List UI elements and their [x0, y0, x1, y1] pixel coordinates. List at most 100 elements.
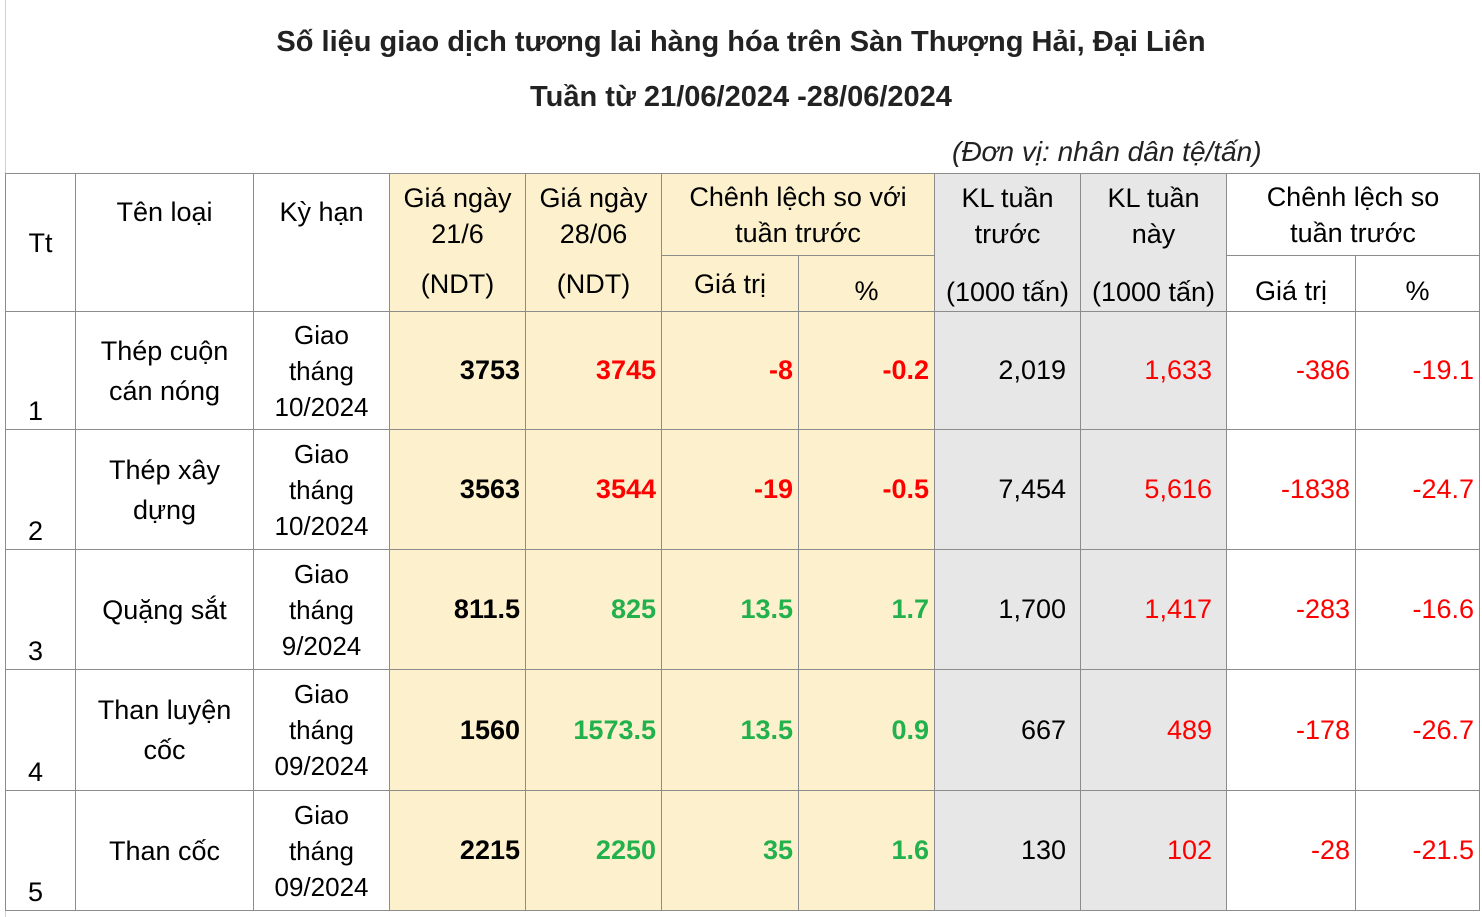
header-pct: %: [798, 255, 935, 312]
row-gia-2806: 2250: [525, 790, 662, 911]
header-gia-2806-unit: (NDT): [556, 269, 631, 299]
row-chenh-pct: 1.7: [798, 549, 935, 670]
row-ky-han-line3: 10/2024: [274, 510, 369, 541]
header-kl-truoc-unit: (1000 tấn): [945, 277, 1070, 307]
header-tt: Tt: [5, 173, 76, 312]
header-pct-kl: %: [1355, 255, 1480, 312]
row-gia-2806: 1573.5: [525, 669, 662, 791]
header-kl-nay-line1: KL tuần: [1107, 183, 1200, 213]
table-row: 1 Thép cuộn cán nóng Giao tháng 10/2024 …: [5, 311, 1480, 430]
row-ky-han-line1: Giao: [294, 679, 349, 709]
row-ky-han-line3: 09/2024: [274, 871, 369, 902]
row-tt: 5: [5, 790, 76, 911]
row-ky-han-line2: tháng: [288, 474, 355, 505]
row-gia-2806: 825: [525, 549, 662, 670]
row-chenh-kl-pct: -24.7: [1355, 429, 1480, 550]
row-chenh-kl: -28: [1226, 790, 1356, 911]
row-chenh-pct: -0.5: [798, 429, 935, 550]
row-kl-truoc: 2,019: [934, 311, 1081, 430]
header-gia-tri: Giá trị: [661, 255, 799, 312]
row-chenh-pct: 0.9: [798, 669, 935, 791]
row-chenh-pct: 1.6: [798, 790, 935, 911]
row-ky-han: Giao tháng 9/2024: [253, 549, 390, 670]
row-chenh-kl: -386: [1226, 311, 1356, 430]
row-ky-han-line1: Giao: [294, 799, 349, 830]
row-ky-han-line2: tháng: [288, 355, 355, 386]
header-ten-loai-text: Tên loại: [116, 197, 213, 227]
row-chenh-gia: -19: [661, 429, 799, 550]
row-ky-han: Giao tháng 10/2024: [253, 429, 390, 550]
row-name-line1: Quặng sắt: [102, 594, 227, 625]
header-chenh-lech-kl-line1: Chênh lệch so: [1266, 181, 1440, 212]
row-chenh-gia: -8: [661, 311, 799, 430]
row-ky-han: Giao tháng 10/2024: [253, 311, 390, 430]
table-row: 4 Than luyện cốc Giao tháng 09/2024 1560…: [5, 669, 1480, 791]
row-gia-2106: 811.5: [389, 549, 526, 670]
row-kl-nay: 5,616: [1080, 429, 1227, 550]
row-name-line2: dựng: [132, 494, 197, 525]
header-kl-nay-unit: (1000 tấn): [1091, 277, 1216, 307]
row-chenh-kl: -1838: [1226, 429, 1356, 550]
row-tt: 1: [5, 311, 76, 430]
header-kl-truoc-line2: trước: [974, 219, 1041, 249]
row-kl-nay: 1,417: [1080, 549, 1227, 670]
row-name-line2: cốc: [143, 735, 186, 765]
row-ky-han: Giao tháng 09/2024: [253, 669, 390, 791]
row-kl-truoc: 667: [934, 669, 1081, 791]
header-ky-han-text: Kỳ hạn: [279, 197, 364, 227]
header-gia-2106-line2: 21/6: [431, 219, 484, 249]
row-chenh-kl-pct: -21.5: [1355, 790, 1480, 911]
row-tt: 4: [5, 669, 76, 791]
header-gia-2106-unit: (NDT): [420, 269, 495, 299]
row-name: Thép cuộn cán nóng: [75, 311, 254, 430]
header-kl-truoc-line1: KL tuần: [961, 183, 1054, 213]
row-name-line1: Thép cuộn: [100, 335, 229, 366]
row-ky-han: Giao tháng 09/2024: [253, 790, 390, 911]
row-ky-han-line1: Giao: [294, 558, 349, 589]
row-chenh-kl-pct: -19.1: [1355, 311, 1480, 430]
header-gia-2106: Giá ngày 21/6 (NDT): [389, 173, 526, 312]
header-gia-2806: Giá ngày 28/06 (NDT): [525, 173, 662, 312]
row-chenh-kl: -283: [1226, 549, 1356, 670]
row-chenh-kl: -178: [1226, 669, 1356, 791]
row-chenh-kl-pct: -16.6: [1355, 549, 1480, 670]
row-ky-han-line2: tháng: [288, 835, 355, 866]
header-kl-truoc: KL tuần trước (1000 tấn): [934, 173, 1081, 312]
row-kl-truoc: 130: [934, 790, 1081, 911]
row-kl-truoc: 7,454: [934, 429, 1081, 550]
header-chenh-lech-gia-line1: Chênh lệch so với: [689, 181, 907, 212]
row-name-line1: Thép xây: [108, 454, 221, 485]
row-name-line1: Than luyện: [97, 695, 232, 725]
row-kl-nay: 102: [1080, 790, 1227, 911]
commodity-table: Tt Tên loại Kỳ hạn Giá ngày 21/6 (NDT) G…: [5, 173, 1480, 911]
header-kl-nay-line2: này: [1131, 219, 1176, 249]
row-gia-2106: 3753: [389, 311, 526, 430]
row-name: Thép xây dựng: [75, 429, 254, 550]
row-tt: 2: [5, 429, 76, 550]
row-chenh-gia: 13.5: [661, 549, 799, 670]
row-kl-nay: 489: [1080, 669, 1227, 791]
table-row: 2 Thép xây dựng Giao tháng 10/2024 3563 …: [5, 429, 1480, 550]
header-gia-2806-line1: Giá ngày: [539, 183, 648, 213]
row-name-line2: cán nóng: [108, 375, 221, 406]
header-ten-loai: Tên loại: [75, 173, 254, 312]
row-ky-han-line3: 10/2024: [274, 391, 369, 422]
row-gia-2806: 3544: [525, 429, 662, 550]
unit-note: (Đơn vị: nhân dân tệ/tấn): [952, 136, 1262, 167]
header-chenh-lech-kl: Chênh lệch so tuần trước: [1226, 173, 1480, 256]
row-name-line1: Than cốc: [108, 835, 221, 866]
row-gia-2106: 1560: [389, 669, 526, 791]
row-chenh-gia: 35: [661, 790, 799, 911]
row-ky-han-line3: 9/2024: [281, 630, 362, 661]
header-gia-2106-line1: Giá ngày: [403, 183, 512, 213]
row-ky-han-line2: tháng: [288, 715, 355, 745]
row-ky-han-line1: Giao: [294, 319, 349, 350]
table-row: 3 Quặng sắt Giao tháng 9/2024 811.5 825 …: [5, 549, 1480, 670]
row-chenh-gia: 13.5: [661, 669, 799, 791]
header-gia-2806-line2: 28/06: [559, 219, 628, 249]
row-ky-han-line2: tháng: [288, 594, 355, 625]
header-ky-han: Kỳ hạn: [253, 173, 390, 312]
row-kl-nay: 1,633: [1080, 311, 1227, 430]
header-chenh-lech-gia: Chênh lệch so với tuần trước: [661, 173, 935, 256]
page-title: Số liệu giao dịch tương lai hàng hóa trê…: [276, 26, 1206, 58]
